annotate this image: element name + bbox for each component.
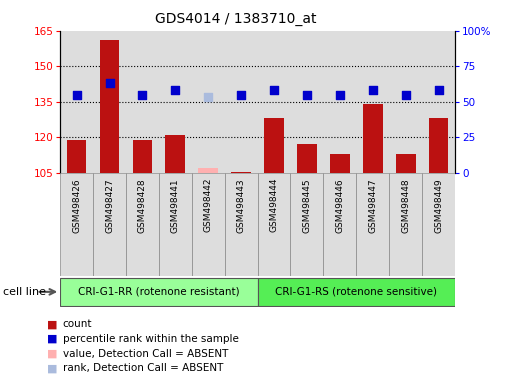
Point [171,87,179,93]
Point [303,91,311,98]
Point [105,80,113,86]
Bar [290,173,323,276]
Bar [60,31,93,173]
Text: CRI-G1-RR (rotenone resistant): CRI-G1-RR (rotenone resistant) [78,287,240,297]
Point [402,91,410,98]
Bar [93,173,126,276]
Bar [422,173,455,276]
Text: GSM498446: GSM498446 [335,178,344,233]
Text: GSM498448: GSM498448 [401,178,410,233]
Bar [192,173,225,276]
Text: GSM498443: GSM498443 [236,178,246,233]
Text: GSM498447: GSM498447 [368,178,377,233]
Bar [165,135,185,173]
Bar [100,40,119,173]
Point [435,87,443,93]
Bar [356,173,389,276]
Bar [356,31,389,173]
Text: GSM498427: GSM498427 [105,178,114,233]
Bar [389,31,422,173]
Bar [257,31,290,173]
Bar [225,173,257,276]
Bar [60,173,93,276]
Bar [257,278,455,306]
Bar [93,31,126,173]
Text: CRI-G1-RS (rotenone sensitive): CRI-G1-RS (rotenone sensitive) [275,287,437,297]
Text: GSM498449: GSM498449 [434,178,443,233]
Bar [132,140,152,173]
Point [237,91,245,98]
Bar [225,31,257,173]
Bar [126,31,159,173]
Bar [231,172,251,173]
Text: cell line: cell line [3,287,46,297]
Bar [396,154,415,173]
Bar [290,31,323,173]
Point [138,91,146,98]
Text: ■: ■ [47,319,58,329]
Point [369,87,377,93]
Text: GSM498428: GSM498428 [138,178,147,233]
Text: rank, Detection Call = ABSENT: rank, Detection Call = ABSENT [63,363,223,373]
Bar [257,173,290,276]
Text: ■: ■ [47,363,58,373]
Bar [60,278,257,306]
Text: percentile rank within the sample: percentile rank within the sample [63,334,238,344]
Bar [198,168,218,173]
Text: ■: ■ [47,334,58,344]
Bar [323,173,356,276]
Text: GSM498441: GSM498441 [171,178,180,233]
Point [72,91,81,98]
Text: GSM498444: GSM498444 [269,178,279,232]
Bar [297,144,317,173]
Bar [67,140,86,173]
Bar [192,31,225,173]
Text: GDS4014 / 1383710_at: GDS4014 / 1383710_at [155,12,316,25]
Bar [429,118,448,173]
Text: value, Detection Call = ABSENT: value, Detection Call = ABSENT [63,349,228,359]
Bar [422,31,455,173]
Bar [264,118,284,173]
Point [204,94,212,100]
Bar [323,31,356,173]
Text: count: count [63,319,92,329]
Text: GSM498442: GSM498442 [204,178,213,232]
Text: GSM498445: GSM498445 [302,178,311,233]
Bar [330,154,350,173]
Bar [363,104,383,173]
Bar [159,173,192,276]
Point [336,91,344,98]
Bar [126,173,159,276]
Text: ■: ■ [47,349,58,359]
Text: GSM498426: GSM498426 [72,178,81,233]
Bar [389,173,422,276]
Bar [159,31,192,173]
Point [270,87,278,93]
